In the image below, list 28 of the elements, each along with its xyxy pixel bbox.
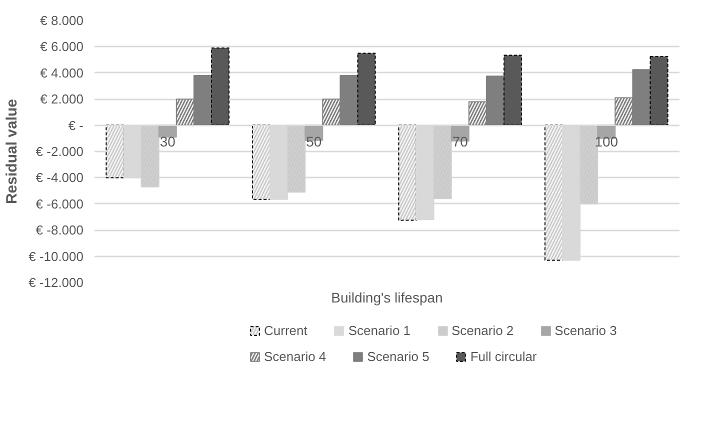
legend-label: Scenario 1 bbox=[348, 323, 411, 338]
x-tick-label: 30 bbox=[160, 133, 176, 150]
y-tick-label: € - bbox=[68, 118, 84, 133]
legend-label: Scenario 2 bbox=[452, 323, 514, 338]
x-tick-label: 50 bbox=[306, 133, 322, 150]
bar bbox=[504, 54, 522, 126]
y-tick-label: € -8.000 bbox=[36, 222, 84, 238]
y-tick-label: € -12.000 bbox=[28, 275, 84, 290]
bar bbox=[357, 52, 376, 126]
y-tick-label: € -4.000 bbox=[36, 170, 84, 186]
legend-label: Scenario 3 bbox=[554, 323, 617, 338]
x-tick-label: 100 bbox=[594, 133, 618, 150]
legend-label: Current bbox=[264, 323, 308, 338]
legend-label: Scenario 5 bbox=[367, 349, 430, 364]
y-axis-title: Residual value bbox=[4, 98, 21, 204]
y-tick-label: € 8.000 bbox=[40, 13, 84, 28]
bar bbox=[211, 48, 230, 126]
x-axis-title: Building's lifespan bbox=[331, 290, 443, 306]
y-tick-label: € -6.000 bbox=[36, 196, 84, 212]
legend-label: Scenario 4 bbox=[264, 349, 326, 364]
y-tick-label: € 2.000 bbox=[40, 92, 84, 107]
x-tick-label: 70 bbox=[452, 133, 468, 150]
y-tick-label: € 6.000 bbox=[40, 39, 84, 54]
y-tick-label: € -10.000 bbox=[28, 248, 84, 264]
bar bbox=[650, 56, 668, 126]
y-tick-label: € 4.000 bbox=[40, 65, 84, 80]
y-tick-label: € -2.000 bbox=[36, 144, 84, 159]
legend-label: Full circular bbox=[470, 349, 537, 364]
